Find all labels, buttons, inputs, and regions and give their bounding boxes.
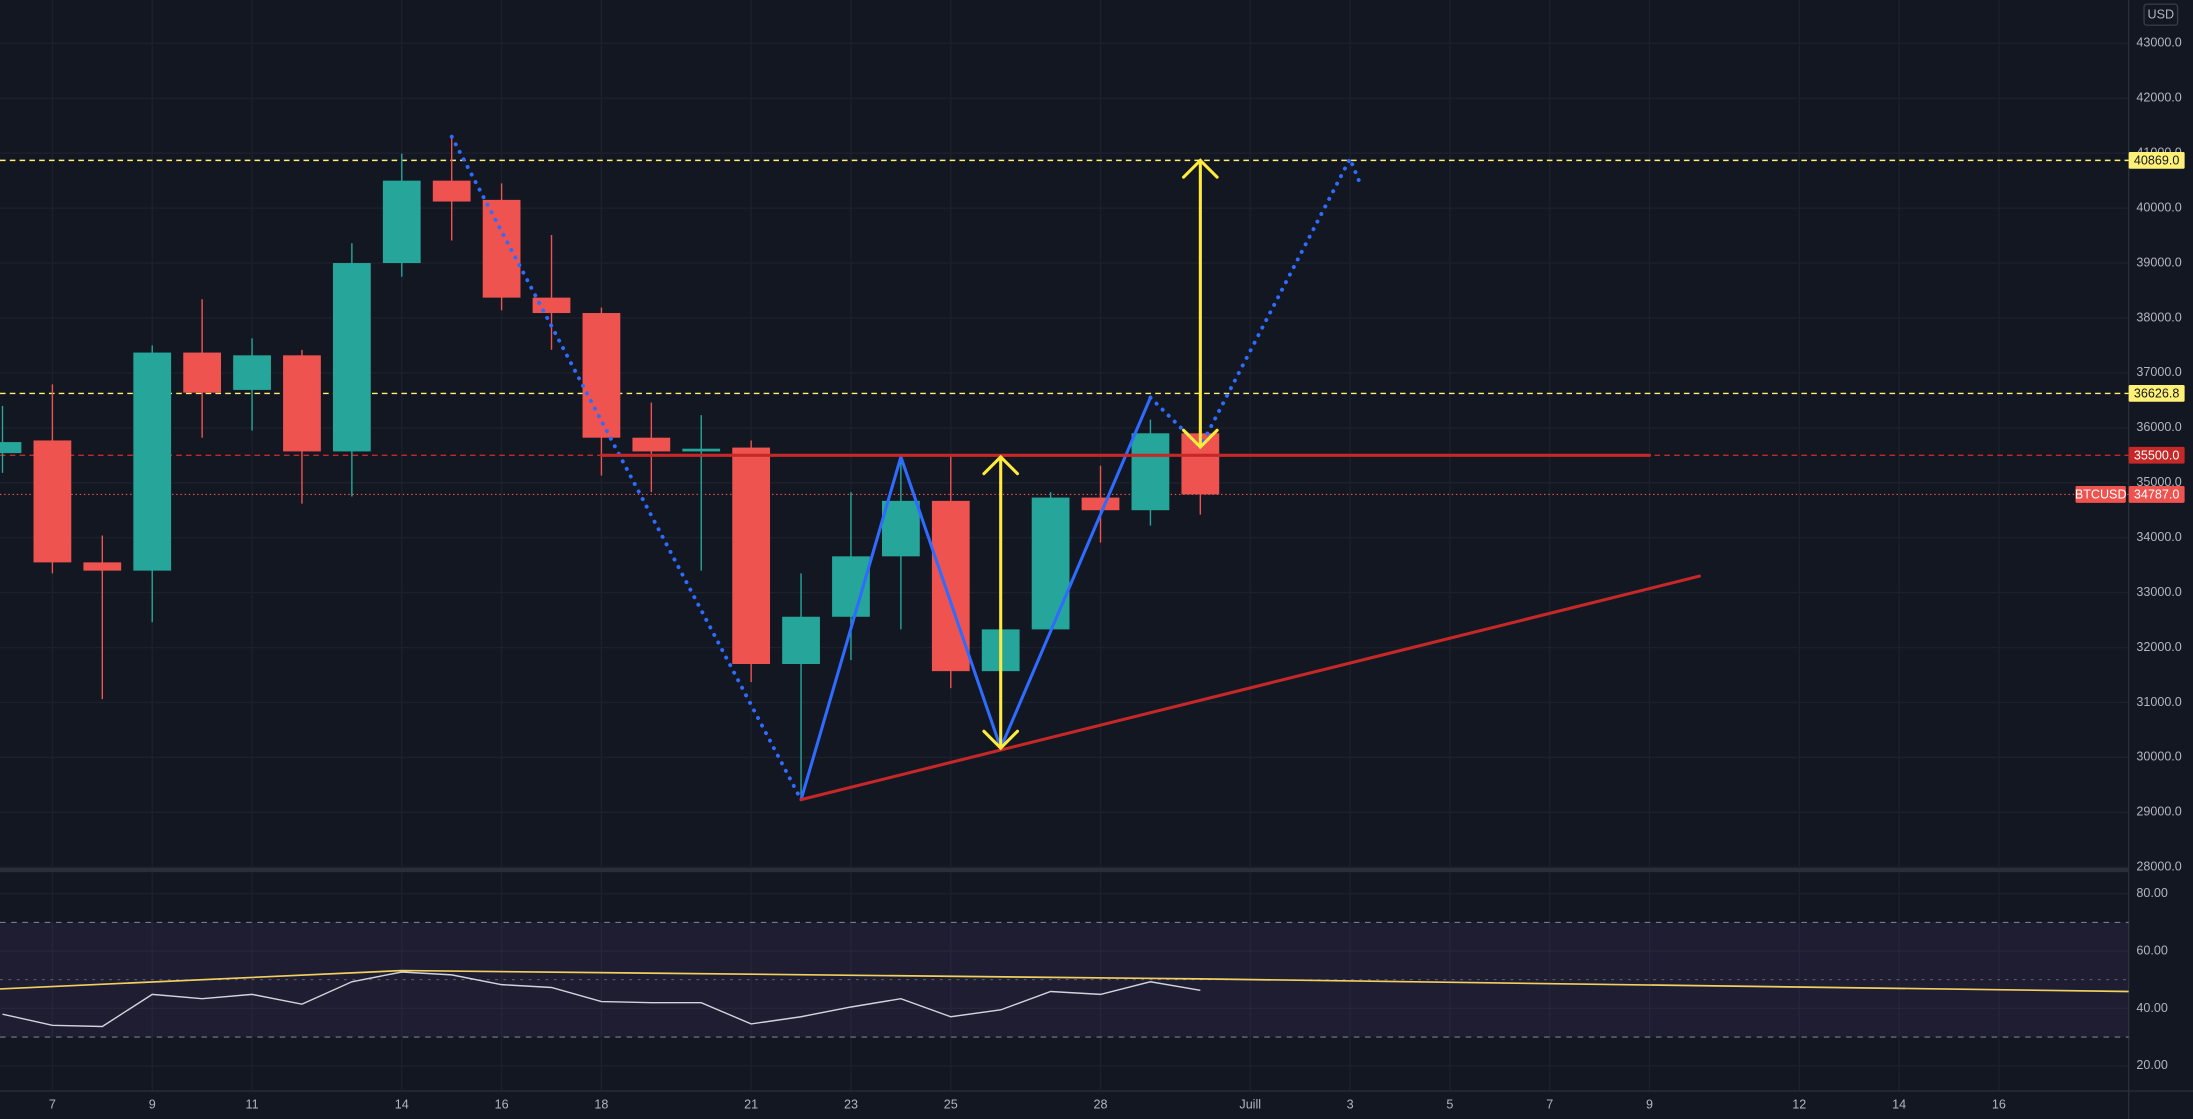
candle-body: [732, 447, 771, 664]
candle-body: [482, 199, 521, 298]
y-tick-label: 36000.0: [2136, 420, 2181, 434]
arrow-head: [982, 729, 1020, 751]
candle-body: [1081, 497, 1120, 511]
x-tick-label: 14: [395, 1097, 409, 1111]
candle-body: [632, 437, 671, 452]
rsi-tick-label: 20.00: [2136, 1058, 2167, 1072]
candle-body: [183, 352, 222, 393]
candle-body: [881, 500, 920, 557]
y-tick-label: 31000.0: [2136, 695, 2181, 709]
currency-badge[interactable]: [2143, 3, 2179, 26]
candle-body: [432, 180, 471, 202]
x-tick-label: 28: [1094, 1097, 1108, 1111]
candle-body: [332, 263, 371, 452]
x-tick-label: 7: [49, 1097, 56, 1111]
drawing-line: [1148, 156, 1363, 450]
symbol-label: BTCUSD: [2075, 487, 2127, 501]
y-tick-label: 37000.0: [2136, 365, 2181, 379]
candle-body: [283, 355, 321, 452]
arrow-head: [1182, 428, 1219, 450]
drawing-line: [799, 574, 1701, 802]
drawing-line: [799, 396, 1152, 802]
last-price-badge: [2075, 486, 2126, 503]
rsi-tick-label: 80.00: [2136, 886, 2167, 900]
level-badge: [2128, 446, 2185, 464]
level-badge: [2128, 151, 2185, 169]
arrow-head: [1182, 158, 1219, 179]
y-tick-label: 34000.0: [2136, 530, 2181, 544]
candle-body: [83, 562, 122, 571]
candle-body: [582, 313, 621, 438]
x-tick-label: Juill: [1239, 1097, 1261, 1111]
arrow-head: [982, 454, 1020, 476]
y-tick-label: 42000.0: [2136, 91, 2181, 105]
candle-body: [133, 352, 172, 571]
grid: [0, 0, 2129, 1091]
x-tick-label: 14: [1892, 1097, 1906, 1111]
candle-body: [1131, 433, 1170, 511]
last-price-label: 34787.0: [2134, 487, 2179, 501]
candle-body: [682, 448, 721, 452]
rsi-tick-label: 40.00: [2136, 1001, 2167, 1015]
x-tick-label: 16: [1992, 1097, 2006, 1111]
x-tick-label: 3: [1347, 1097, 1354, 1111]
x-tick-label: 18: [594, 1097, 608, 1111]
y-tick-label: 33000.0: [2136, 585, 2181, 599]
candle-body: [532, 297, 571, 314]
x-tick-label: 11: [246, 1097, 259, 1111]
candle-body: [233, 355, 271, 390]
y-tick-label: 40000.0: [2136, 200, 2181, 214]
y-tick-label: 43000.0: [2136, 36, 2181, 50]
level-badge: [2128, 384, 2185, 402]
y-tick-label: 38000.0: [2136, 310, 2181, 324]
candle-body: [1031, 497, 1070, 630]
x-tick-label: 12: [1792, 1097, 1806, 1111]
candle-body: [33, 440, 72, 563]
level-label: 35500.0: [2134, 448, 2179, 462]
x-tick-label: 7: [1546, 1097, 1553, 1111]
y-tick-label: 39000.0: [2136, 255, 2181, 269]
rsi-ma-line: [0, 969, 2129, 993]
x-tick-label: 23: [844, 1097, 858, 1111]
level-label: 36626.8: [2134, 386, 2179, 400]
x-tick-label: 16: [495, 1097, 509, 1111]
candle-body: [382, 180, 421, 264]
y-tick-label: 32000.0: [2136, 640, 2181, 654]
drawing-line: [449, 134, 804, 802]
y-tick-label: 35000.0: [2136, 475, 2181, 489]
y-tick-label: 29000.0: [2136, 805, 2181, 819]
x-tick-label: 9: [1646, 1097, 1653, 1111]
x-tick-label: 9: [149, 1097, 156, 1111]
level-label: 40869.0: [2134, 153, 2179, 167]
candle-body: [0, 442, 22, 454]
x-tick-label: 5: [1446, 1097, 1453, 1111]
x-tick-label: 21: [744, 1097, 758, 1111]
y-tick-label: 28000.0: [2136, 860, 2181, 874]
rsi-line: [2, 971, 1201, 1028]
candle-body: [782, 616, 820, 664]
currency-label: USD: [2148, 8, 2175, 22]
y-tick-label: 30000.0: [2136, 750, 2181, 764]
last-price-badge: [2128, 486, 2185, 503]
rsi-tick-label: 60.00: [2136, 943, 2167, 957]
x-tick-label: 25: [944, 1097, 958, 1111]
